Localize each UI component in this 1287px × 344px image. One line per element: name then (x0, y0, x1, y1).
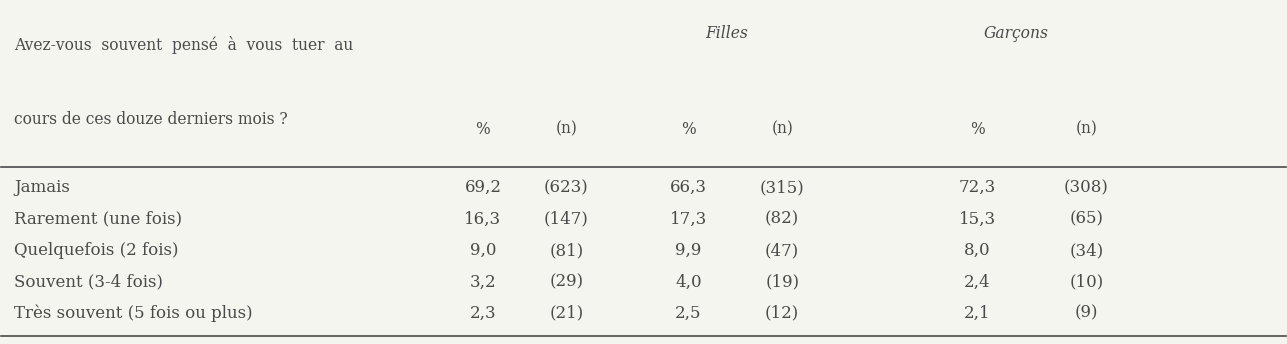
Text: (12): (12) (764, 305, 799, 322)
Text: (n): (n) (556, 121, 578, 138)
Text: 16,3: 16,3 (465, 211, 502, 228)
Text: 4,0: 4,0 (676, 273, 701, 290)
Text: 3,2: 3,2 (470, 273, 497, 290)
Text: 72,3: 72,3 (959, 179, 996, 196)
Text: Avez-vous  souvent  pensé  à  vous  tuer  au: Avez-vous souvent pensé à vous tuer au (14, 35, 354, 54)
Text: (n): (n) (771, 121, 793, 138)
Text: 8,0: 8,0 (964, 242, 991, 259)
Text: (34): (34) (1069, 242, 1104, 259)
Text: (65): (65) (1069, 211, 1103, 228)
Text: (81): (81) (550, 242, 583, 259)
Text: Rarement (une fois): Rarement (une fois) (14, 211, 183, 228)
Text: Garçons: Garçons (983, 25, 1049, 42)
Text: (10): (10) (1069, 273, 1104, 290)
Text: 9,9: 9,9 (676, 242, 701, 259)
Text: (29): (29) (550, 273, 583, 290)
Text: Quelquefois (2 fois): Quelquefois (2 fois) (14, 242, 179, 259)
Text: 66,3: 66,3 (671, 179, 707, 196)
Text: %: % (476, 121, 490, 138)
Text: 2,3: 2,3 (470, 305, 497, 322)
Text: 15,3: 15,3 (959, 211, 996, 228)
Text: (308): (308) (1064, 179, 1109, 196)
Text: Jamais: Jamais (14, 179, 69, 196)
Text: (19): (19) (766, 273, 799, 290)
Text: 69,2: 69,2 (465, 179, 502, 196)
Text: 2,4: 2,4 (964, 273, 991, 290)
Text: (623): (623) (544, 179, 589, 196)
Text: cours de ces douze derniers mois ?: cours de ces douze derniers mois ? (14, 110, 288, 128)
Text: (9): (9) (1075, 305, 1098, 322)
Text: %: % (970, 121, 985, 138)
Text: (n): (n) (1076, 121, 1098, 138)
Text: 17,3: 17,3 (669, 211, 707, 228)
Text: (47): (47) (764, 242, 799, 259)
Text: (82): (82) (764, 211, 799, 228)
Text: 2,1: 2,1 (964, 305, 991, 322)
Text: (147): (147) (544, 211, 589, 228)
Text: Filles: Filles (705, 25, 749, 42)
Text: 9,0: 9,0 (470, 242, 497, 259)
Text: (315): (315) (759, 179, 804, 196)
Text: Souvent (3-4 fois): Souvent (3-4 fois) (14, 273, 163, 290)
Text: 2,5: 2,5 (676, 305, 701, 322)
Text: (21): (21) (550, 305, 583, 322)
Text: %: % (681, 121, 696, 138)
Text: Très souvent (5 fois ou plus): Très souvent (5 fois ou plus) (14, 304, 252, 322)
